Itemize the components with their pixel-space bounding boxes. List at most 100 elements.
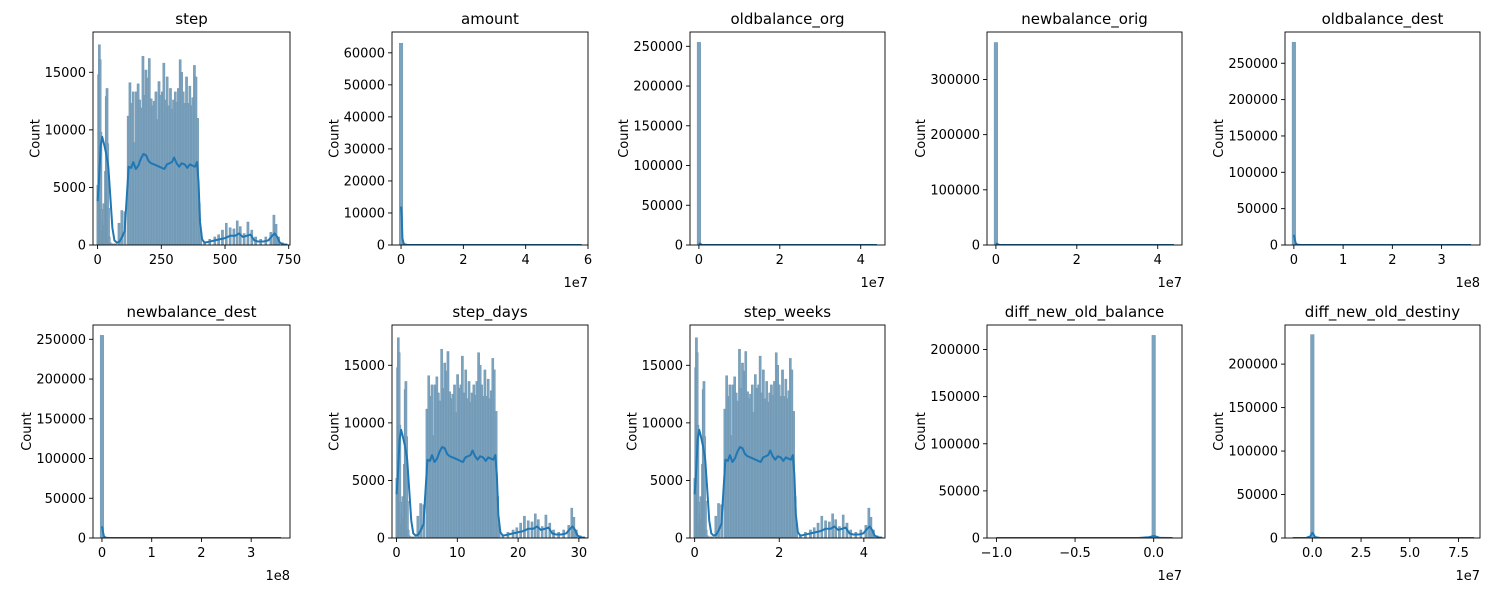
histogram-bar — [398, 424, 402, 538]
x-tick-label: 750 — [276, 253, 301, 268]
histogram-bar — [530, 521, 534, 538]
plot-area — [693, 337, 883, 538]
y-tick-label: 0 — [972, 239, 980, 254]
axes-frame — [391, 31, 589, 246]
axes-frame — [1284, 31, 1481, 246]
subplot-title: newbalance_dest — [126, 303, 256, 322]
y-tick-label: 150000 — [930, 390, 980, 405]
histogram-bar — [224, 222, 228, 245]
histogram-bar — [828, 521, 831, 538]
y-tick-label: 250000 — [1228, 57, 1278, 72]
subplot-title: step — [175, 10, 207, 28]
histogram-bar — [107, 207, 110, 245]
subplot-oldbalance-dest: 0 1 2 3 0 50000 100000 150000 200000 250000 oldbal… — [1212, 10, 1481, 291]
y-tick-label: 5000 — [650, 474, 683, 489]
x-tick-label: 1 — [148, 546, 156, 561]
histogram-bar — [993, 42, 998, 245]
y-tick-label: 10000 — [344, 206, 385, 221]
plot-area — [696, 42, 877, 245]
plot-area — [1291, 41, 1472, 245]
x-tick-label: −1.0 — [981, 546, 1013, 561]
histogram-bar — [540, 526, 544, 538]
y-tick-label: 50000 — [45, 492, 86, 507]
y-tick-label: 15000 — [642, 359, 683, 374]
x-tick-label: 0 — [98, 546, 106, 561]
histogram-bar — [108, 236, 111, 245]
x-tick-label: 0 — [93, 253, 101, 268]
histogram-bar — [406, 529, 410, 538]
y-tick-label: 50000 — [344, 78, 385, 93]
x-tick-label: 0.0 — [1302, 546, 1323, 561]
y-tick-label: 15000 — [344, 359, 385, 374]
histogram-bar — [820, 515, 824, 538]
y-axis-label: Count — [617, 119, 632, 158]
subplot-newbalance-orig: 0 2 4 0 100000 200000 300000 newbalance_orig Cou… — [914, 10, 1183, 291]
y-axis-label: Count — [29, 119, 44, 158]
plot-area — [395, 337, 586, 538]
histogram-bar — [99, 335, 104, 538]
subplot-title: newbalance_orig — [1021, 10, 1148, 29]
x-tick-label: 10 — [449, 546, 466, 561]
y-axis-label: Count — [20, 412, 35, 451]
x-tick-label: 7.5 — [1448, 546, 1469, 561]
subplot-newbalance-dest: 0 1 2 3 0 50000 100000 150000 200000 250000 newbal… — [20, 303, 291, 584]
histogram-bar — [841, 514, 845, 538]
y-tick-label: 0 — [78, 532, 86, 547]
y-axis-label: Count — [328, 119, 343, 158]
y-tick-label: 100000 — [633, 159, 683, 174]
subplot-title: amount — [461, 10, 519, 28]
axis-offset-text: 1e8 — [1455, 276, 1480, 291]
y-tick-label: 200000 — [1228, 93, 1278, 108]
subplot-oldbalance-org: 0 2 4 0 50000 100000 150000 200000 250000 oldbala… — [617, 10, 886, 291]
y-tick-label: 50000 — [939, 484, 980, 499]
subplot-step: 0 250 500 750 0 5000 10000 15000 step Count — [29, 10, 302, 268]
axes-frame — [689, 31, 886, 246]
y-tick-label: 100000 — [930, 183, 980, 198]
x-tick-label: 0 — [992, 253, 1000, 268]
y-tick-label: 100000 — [1228, 166, 1278, 181]
y-tick-label: 50000 — [642, 199, 683, 214]
x-tick-label: 2 — [1388, 253, 1396, 268]
y-axis-label: Count — [914, 412, 929, 451]
subplot-step-weeks: 0 2 4 0 5000 10000 15000 step_weeks Count — [626, 303, 886, 561]
histogram-bar — [696, 424, 700, 538]
y-axis-label: Count — [1212, 412, 1227, 451]
x-tick-label: 0.0 — [1143, 546, 1164, 561]
kde-line — [395, 428, 586, 538]
x-tick-label: 2 — [459, 253, 467, 268]
axes-frame — [986, 31, 1183, 246]
y-tick-label: 200000 — [930, 343, 980, 358]
subplot-title: diff_new_old_balance — [1005, 303, 1164, 322]
x-tick-label: 2 — [197, 546, 205, 561]
axis-offset-text: 1e7 — [1455, 569, 1480, 584]
histogram-bar — [246, 221, 250, 245]
x-tick-label: 0 — [397, 253, 405, 268]
y-tick-label: 200000 — [36, 373, 86, 388]
histogram-bar — [235, 220, 239, 245]
y-tick-label: 50000 — [1237, 488, 1278, 503]
kde-line — [400, 206, 582, 245]
y-tick-label: 50000 — [1237, 202, 1278, 217]
subplot-title: diff_new_old_destiny — [1305, 303, 1461, 322]
histogram-bar — [544, 514, 548, 538]
x-tick-label: 1 — [1339, 253, 1347, 268]
x-tick-label: 0 — [695, 253, 703, 268]
x-tick-label: 2 — [1073, 253, 1081, 268]
y-tick-label: 0 — [377, 532, 385, 547]
y-tick-label: 0 — [1270, 532, 1278, 547]
x-tick-label: 0 — [691, 546, 699, 561]
y-tick-label: 30000 — [344, 142, 385, 157]
y-tick-label: 200000 — [633, 80, 683, 95]
subplot-title: oldbalance_org — [730, 10, 844, 29]
y-tick-label: 150000 — [1228, 129, 1278, 144]
histogram-bar — [242, 233, 246, 245]
y-tick-label: 0 — [675, 532, 683, 547]
axis-offset-text: 1e7 — [1157, 276, 1182, 291]
x-tick-label: 20 — [510, 546, 527, 561]
y-tick-label: 150000 — [36, 412, 86, 427]
axis-offset-text: 1e7 — [563, 276, 588, 291]
histogram-bar — [838, 526, 841, 538]
x-tick-label: 3 — [247, 546, 255, 561]
y-tick-label: 15000 — [45, 66, 86, 81]
y-axis-label: Count — [328, 412, 343, 451]
